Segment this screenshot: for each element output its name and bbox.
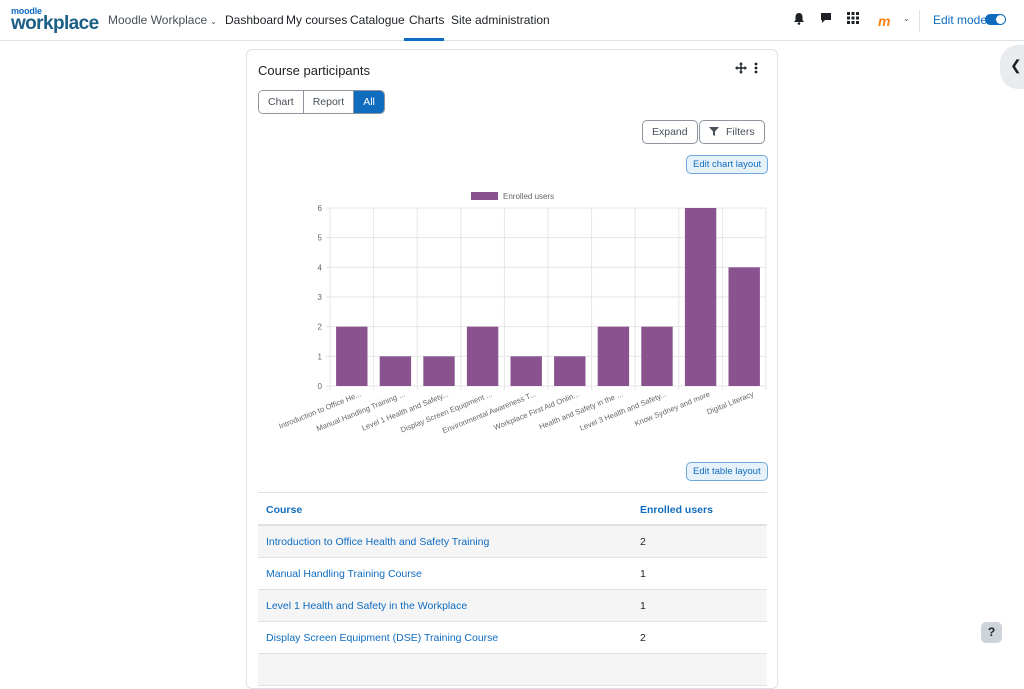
card-title: Course participants xyxy=(258,63,370,78)
expand-label: Expand xyxy=(652,126,688,138)
edit-chart-layout-button[interactable]: Edit chart layout xyxy=(686,155,769,174)
grid-icon[interactable] xyxy=(847,12,859,27)
nav-my-courses[interactable]: My courses xyxy=(286,13,348,27)
table-row xyxy=(258,654,767,686)
legend-swatch xyxy=(471,192,498,200)
expand-button[interactable]: Expand xyxy=(642,120,698,144)
chevron-down-icon: ⌄ xyxy=(210,17,217,26)
bar xyxy=(336,326,368,386)
edit-mode-label: Edit mode xyxy=(933,13,988,27)
view-tabs: Chart Report All xyxy=(258,90,385,114)
top-navbar: moodle workplace Moodle Workplace ⌄ Dashb… xyxy=(0,0,1024,41)
course-participants-card: Course participants Chart Report All Exp… xyxy=(246,49,778,689)
nav-site-administration[interactable]: Site administration xyxy=(451,13,550,27)
enrolled-count: 2 xyxy=(640,632,646,644)
y-tick-label: 5 xyxy=(318,234,323,243)
course-link[interactable]: Introduction to Office Health and Safety… xyxy=(266,536,490,548)
bar xyxy=(597,326,630,386)
bar xyxy=(466,326,499,386)
y-tick-label: 3 xyxy=(318,293,323,302)
tab-all[interactable]: All xyxy=(354,91,384,113)
user-avatar[interactable]: m xyxy=(878,13,891,29)
y-tick-label: 4 xyxy=(318,263,323,272)
bar xyxy=(379,356,412,386)
header-enrolled-users[interactable]: Enrolled users xyxy=(640,504,713,516)
bar xyxy=(684,208,717,386)
brand-menu[interactable]: Moodle Workplace ⌄ xyxy=(108,13,217,27)
course-link[interactable]: Manual Handling Training Course xyxy=(266,568,422,580)
tab-report[interactable]: Report xyxy=(303,91,355,113)
edit-chart-layout-label: Edit chart layout xyxy=(693,159,762,170)
bar xyxy=(554,356,586,386)
bar xyxy=(510,356,542,386)
bar xyxy=(423,356,455,386)
user-menu-chevron-icon[interactable]: ⌄ xyxy=(903,14,910,23)
nav-catalogue[interactable]: Catalogue xyxy=(350,13,405,27)
legend-label: Enrolled users xyxy=(503,192,554,201)
navbar-divider xyxy=(919,10,920,32)
enrolled-count: 1 xyxy=(640,600,646,612)
header-course[interactable]: Course xyxy=(266,504,303,516)
edit-table-layout-button[interactable]: Edit table layout xyxy=(686,462,768,481)
y-tick-label: 2 xyxy=(318,323,323,332)
tab-chart[interactable]: Chart xyxy=(259,91,304,113)
kebab-menu-icon[interactable] xyxy=(754,62,758,77)
nav-dashboard[interactable]: Dashboard xyxy=(225,13,284,27)
edit-mode-toggle[interactable] xyxy=(985,14,1006,25)
course-link[interactable]: Display Screen Equipment (DSE) Training … xyxy=(266,632,499,644)
chat-icon[interactable] xyxy=(820,12,832,27)
brand-menu-label: Moodle Workplace xyxy=(108,13,208,27)
enrolled-count: 1 xyxy=(640,568,646,580)
table-row: Level 1 Health and Safety in the Workpla… xyxy=(258,590,767,622)
y-tick-label: 0 xyxy=(318,382,323,391)
open-drawer-button[interactable]: ❮ xyxy=(1000,45,1024,89)
y-tick-label: 1 xyxy=(318,352,323,361)
move-icon[interactable] xyxy=(735,62,747,77)
table-row: Display Screen Equipment (DSE) Training … xyxy=(258,622,767,654)
filter-icon xyxy=(709,126,726,138)
table-row: Introduction to Office Health and Safety… xyxy=(258,526,767,558)
x-tick-label: Digital Literacy xyxy=(705,389,755,416)
bar xyxy=(641,326,673,386)
x-tick-label: Know Sydney and more xyxy=(633,390,711,429)
chevron-left-icon: ❮ xyxy=(1010,57,1022,73)
bell-icon[interactable] xyxy=(793,12,805,28)
bar xyxy=(728,267,760,386)
edit-table-layout-label: Edit table layout xyxy=(693,466,761,477)
y-tick-label: 6 xyxy=(318,204,323,213)
participants-table: Course Enrolled users Introduction to Of… xyxy=(258,492,767,686)
course-link[interactable]: Level 1 Health and Safety in the Workpla… xyxy=(266,600,468,612)
logo-top-text: moodle xyxy=(11,6,42,16)
logo-main-text: workplace xyxy=(11,13,99,34)
active-nav-indicator xyxy=(404,38,444,41)
enrolled-count: 2 xyxy=(640,536,646,548)
filters-label: Filters xyxy=(726,126,755,138)
moodle-workplace-logo[interactable]: moodle workplace xyxy=(11,6,99,34)
nav-charts[interactable]: Charts xyxy=(409,13,445,27)
table-row: Manual Handling Training Course 1 xyxy=(258,558,767,590)
filters-button[interactable]: Filters xyxy=(699,120,765,144)
table-header-row: Course Enrolled users xyxy=(258,492,767,526)
help-button[interactable]: ? xyxy=(981,622,1002,643)
